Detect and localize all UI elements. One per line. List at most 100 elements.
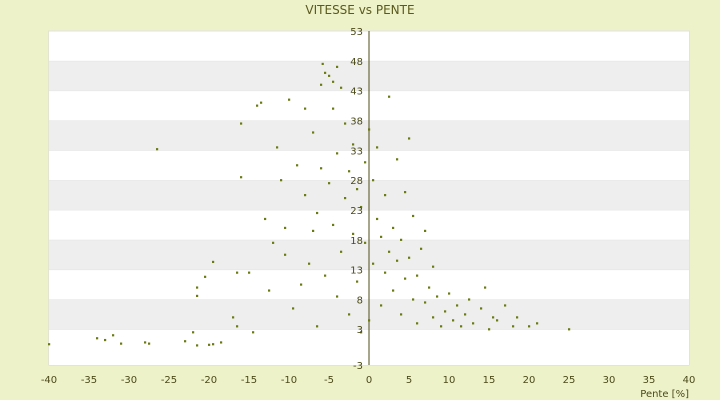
- data-point: [380, 304, 383, 307]
- data-point: [464, 313, 467, 316]
- data-point: [316, 211, 319, 215]
- data-point: [448, 292, 451, 295]
- data-point: [420, 247, 423, 250]
- data-point: [444, 310, 447, 313]
- y-tick-label: 33: [350, 146, 363, 157]
- data-point: [376, 146, 379, 149]
- data-point: [456, 304, 459, 307]
- data-point: [436, 295, 439, 298]
- data-point: [372, 262, 375, 265]
- data-point: [512, 325, 515, 328]
- x-tick-label: -5: [324, 375, 334, 386]
- data-point: [424, 229, 427, 233]
- data-point: [316, 325, 319, 328]
- data-point: [356, 188, 359, 191]
- data-point: [104, 338, 107, 342]
- data-point: [308, 262, 311, 265]
- data-point: [344, 122, 347, 125]
- data-point: [336, 295, 339, 298]
- data-point: [360, 205, 363, 209]
- data-point: [528, 325, 531, 328]
- data-point: [536, 322, 539, 325]
- data-point: [488, 328, 491, 331]
- y-tick-label: -3: [353, 361, 363, 372]
- data-point: [396, 158, 399, 161]
- data-point: [432, 316, 435, 319]
- data-point: [304, 107, 307, 110]
- y-tick-label: 48: [350, 57, 363, 68]
- x-tick-label: 0: [366, 375, 372, 386]
- data-point: [384, 194, 387, 197]
- data-point: [292, 307, 295, 310]
- data-point: [232, 316, 235, 319]
- x-axis-ticks: -40 -35 -30 -25 -20 -15 -10 -5 0 5 10 15 20 25 30 35 40: [41, 375, 696, 386]
- data-point: [156, 148, 159, 151]
- data-point: [356, 280, 359, 283]
- y-tick-label: 8: [357, 295, 363, 306]
- chart-title: VITESSE vs PENTE: [305, 3, 414, 17]
- x-tick-label: -25: [161, 375, 177, 386]
- data-point: [404, 191, 407, 194]
- data-point: [408, 256, 411, 259]
- data-point: [480, 307, 483, 310]
- y-tick-label: 18: [350, 236, 363, 247]
- data-point: [328, 182, 331, 185]
- data-point: [468, 298, 471, 301]
- data-point: [392, 226, 395, 230]
- x-tick-label: 35: [643, 375, 656, 386]
- data-point: [372, 179, 375, 182]
- data-point: [396, 259, 399, 262]
- x-tick-label: -10: [281, 375, 297, 386]
- x-tick-label: -20: [201, 375, 217, 386]
- x-tick-label: 25: [563, 375, 576, 386]
- data-point: [504, 304, 507, 307]
- data-point: [364, 161, 367, 164]
- data-point: [384, 271, 387, 274]
- data-point: [300, 283, 303, 286]
- data-point: [460, 325, 463, 328]
- data-point: [304, 194, 307, 197]
- x-axis-title: Pente [%]: [640, 389, 689, 400]
- data-point: [492, 316, 495, 319]
- data-point: [380, 235, 383, 238]
- y-tick-label: 3: [357, 325, 363, 336]
- y-tick-label: 13: [350, 266, 363, 277]
- x-tick-label: -40: [41, 375, 57, 386]
- y-tick-label: 53: [350, 27, 363, 38]
- data-point: [348, 313, 351, 316]
- data-point: [516, 316, 519, 319]
- data-point: [332, 107, 335, 110]
- data-point: [336, 65, 339, 68]
- data-point: [240, 122, 243, 125]
- x-tick-label: -30: [121, 375, 137, 386]
- data-point: [416, 322, 419, 325]
- data-point: [440, 325, 443, 328]
- data-point: [268, 289, 271, 292]
- data-point: [348, 170, 351, 173]
- data-point: [340, 86, 343, 89]
- data-point: [404, 277, 407, 280]
- data-point: [496, 319, 499, 322]
- data-point: [148, 342, 151, 345]
- data-points: [48, 62, 571, 347]
- data-point: [388, 95, 391, 98]
- data-point: [120, 342, 123, 345]
- data-point: [412, 214, 415, 218]
- data-point: [296, 164, 299, 167]
- data-point: [256, 104, 259, 107]
- data-point: [248, 271, 251, 274]
- data-point: [236, 325, 239, 328]
- data-point: [48, 343, 51, 346]
- data-point: [192, 331, 195, 334]
- data-point: [412, 298, 415, 301]
- data-point: [196, 286, 199, 289]
- data-point: [212, 260, 215, 264]
- y-tick-label: 43: [350, 87, 363, 98]
- data-point: [424, 301, 427, 304]
- data-point: [240, 176, 243, 179]
- x-tick-label: 10: [443, 375, 456, 386]
- data-point: [568, 328, 571, 331]
- x-tick-label: -35: [81, 375, 97, 386]
- y-tick-label: 38: [350, 116, 363, 127]
- data-point: [344, 197, 347, 200]
